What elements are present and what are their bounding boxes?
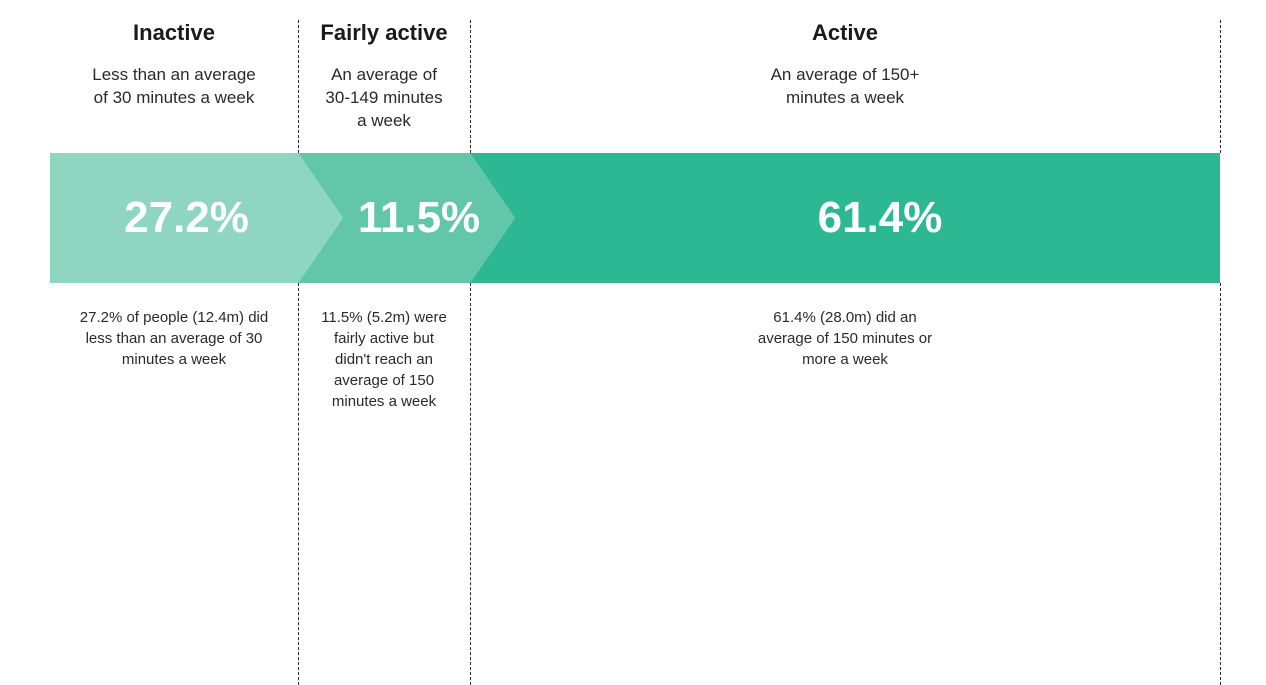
divider-top (1220, 20, 1221, 153)
caption-col-inactive: 27.2% of people (12.4m) did less than an… (50, 293, 298, 412)
arrow-row: 27.2% 11.5% 61.4% (50, 153, 1220, 283)
divider-bottom (298, 283, 299, 685)
segment-subtitle: Less than an average of 30 minutes a wee… (84, 64, 264, 110)
segment-title: Fairly active (320, 20, 447, 46)
segment-caption: 61.4% (28.0m) did an average of 150 minu… (745, 307, 945, 370)
segment-subtitle: An average of 30-149 minutes a week (319, 64, 449, 133)
percent-label-active: 61.4% (818, 193, 943, 243)
header-row: Inactive Less than an average of 30 minut… (50, 20, 1220, 143)
header-col-inactive: Inactive Less than an average of 30 minut… (50, 20, 298, 143)
caption-col-fairly-active: 11.5% (5.2m) were fairly active but didn… (298, 293, 470, 412)
header-col-active: Active An average of 150+ minutes a week (470, 20, 1220, 143)
segment-title: Inactive (133, 20, 215, 46)
segment-caption: 27.2% of people (12.4m) did less than an… (74, 307, 274, 370)
divider-bottom (1220, 283, 1221, 685)
header-col-fairly-active: Fairly active An average of 30-149 minute… (298, 20, 470, 143)
caption-col-active: 61.4% (28.0m) did an average of 150 minu… (470, 293, 1220, 412)
divider-bottom (470, 283, 471, 685)
caption-row: 27.2% of people (12.4m) did less than an… (50, 293, 1220, 412)
segment-title: Active (812, 20, 878, 46)
percent-label-inactive: 27.2% (124, 193, 249, 243)
segment-caption: 11.5% (5.2m) were fairly active but didn… (319, 307, 449, 412)
percent-label-fairly-active: 11.5% (358, 193, 480, 243)
segment-subtitle: An average of 150+ minutes a week (755, 64, 935, 110)
divider-top (298, 20, 299, 153)
divider-top (470, 20, 471, 153)
activity-infographic: Inactive Less than an average of 30 minut… (50, 20, 1220, 412)
